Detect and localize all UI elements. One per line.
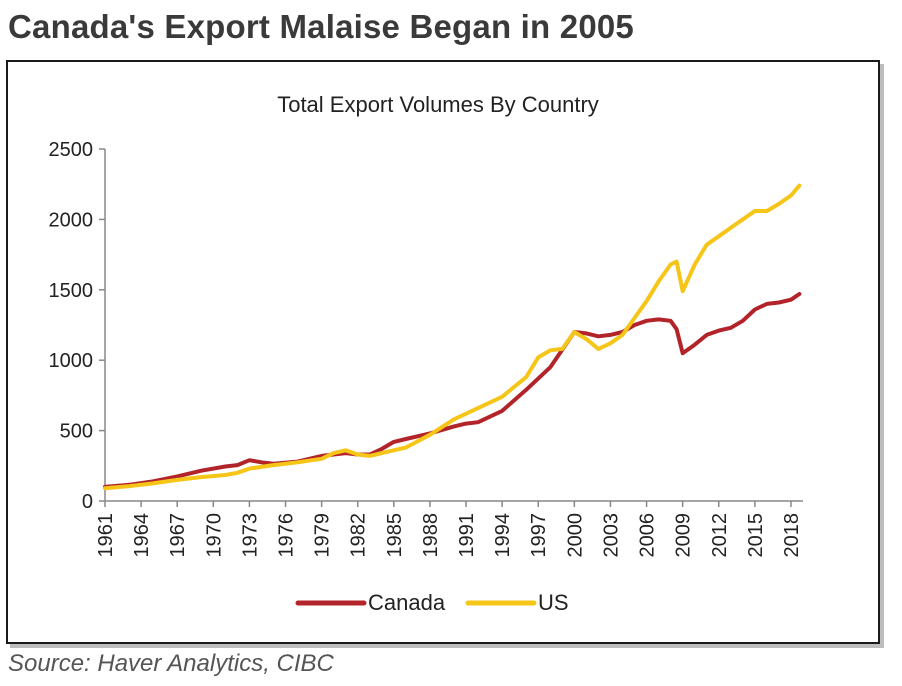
source-note: Source: Haver Analytics, CIBC bbox=[8, 650, 334, 677]
chart-axes: 0 500 1000 1500 2000 2500 1961 1964 1967 1970 1973… bbox=[49, 139, 803, 558]
chart-legend: Canada US bbox=[295, 590, 569, 615]
x-tick-label: 1985 bbox=[384, 513, 406, 558]
legend-label-canada: Canada bbox=[368, 590, 446, 615]
x-tick-label: 1982 bbox=[348, 513, 370, 558]
x-tick-label: 2003 bbox=[600, 513, 622, 558]
x-tick-label: 1970 bbox=[203, 513, 225, 558]
chart-title: Total Export Volumes By Country bbox=[277, 92, 599, 117]
x-tick-label: 1967 bbox=[167, 513, 189, 558]
x-tick-label: 1961 bbox=[95, 513, 117, 558]
y-tick-label: 1500 bbox=[49, 280, 94, 302]
y-tick-label: 2500 bbox=[49, 139, 94, 161]
y-tick-label: 500 bbox=[60, 421, 93, 443]
x-tick-label: 1991 bbox=[456, 513, 478, 558]
x-tick-label: 2009 bbox=[673, 513, 695, 558]
chart-series bbox=[103, 183, 802, 491]
x-tick-label: 1964 bbox=[131, 513, 153, 558]
series-line-us bbox=[103, 183, 802, 491]
x-tick-label: 1976 bbox=[276, 513, 298, 558]
x-tick-label: 1994 bbox=[492, 513, 514, 558]
y-tick-label: 0 bbox=[82, 491, 93, 513]
headline: Canada's Export Malaise Began in 2005 bbox=[8, 8, 634, 45]
x-tick-label: 2000 bbox=[564, 513, 586, 558]
x-tick-label: 2018 bbox=[781, 513, 803, 558]
chart-frame: Total Export Volumes By Country 0 500 1000… bbox=[6, 60, 880, 644]
series-line-canada bbox=[103, 292, 802, 489]
x-tick-label: 1997 bbox=[528, 513, 550, 558]
x-tick-label: 1979 bbox=[312, 513, 334, 558]
x-tick-label: 1973 bbox=[239, 513, 261, 558]
y-tick-label: 1000 bbox=[49, 350, 94, 372]
x-tick-label: 2006 bbox=[637, 513, 659, 558]
legend-label-us: US bbox=[538, 590, 569, 615]
x-tick-label: 1988 bbox=[420, 513, 442, 558]
y-tick-label: 2000 bbox=[49, 209, 94, 231]
x-tick-label: 2015 bbox=[745, 513, 767, 558]
x-tick-label: 2012 bbox=[709, 513, 731, 558]
line-chart: Total Export Volumes By Country 0 500 1000… bbox=[49, 92, 803, 615]
